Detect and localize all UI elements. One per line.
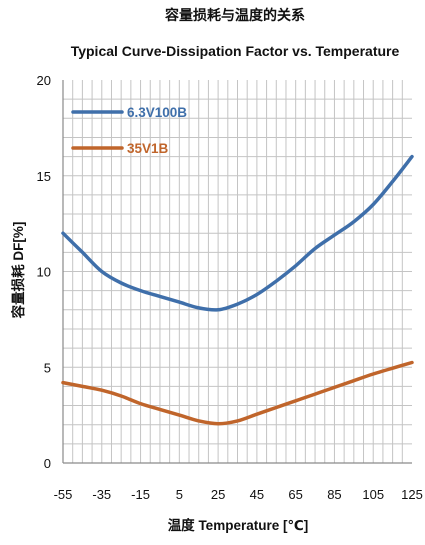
legend-label-1: 6.3V100B — [127, 105, 187, 120]
data-series — [61, 154, 414, 426]
x-tick-label: 105 — [362, 487, 384, 502]
x-tick-label: -55 — [54, 487, 73, 502]
y-axis-label: 容量损耗 DF[%] — [10, 222, 26, 320]
chart-title: 容量损耗与温度的关系 — [164, 7, 305, 23]
series-line-2 — [61, 360, 414, 426]
plot-grid — [63, 80, 412, 463]
x-tick-label: -15 — [131, 487, 150, 502]
x-tick-label: 25 — [211, 487, 225, 502]
y-tick-label: 20 — [37, 73, 51, 88]
y-tick-label: 10 — [37, 265, 51, 280]
x-tick-label: 85 — [327, 487, 341, 502]
x-tick-label: 125 — [401, 487, 423, 502]
chart-legend: 6.3V100B 35V1B — [71, 105, 187, 156]
x-axis-label: 温度 Temperature [℃] — [168, 517, 309, 533]
y-tick-label: 5 — [44, 360, 51, 375]
series-line-1 — [61, 154, 414, 312]
y-tick-label: 0 — [44, 456, 51, 471]
chart-subtitle: Typical Curve-Dissipation Factor vs. Tem… — [71, 43, 400, 59]
plot-axes — [62, 80, 412, 464]
x-tick-label: 45 — [250, 487, 264, 502]
x-tick-label: -35 — [92, 487, 111, 502]
tick-labels: 0 5 10 15 20 -55 -35 -15 5 25 45 65 85 105 125 — [37, 73, 423, 502]
x-tick-label: 5 — [176, 487, 183, 502]
x-tick-label: 65 — [288, 487, 302, 502]
legend-label-2: 35V1B — [127, 141, 169, 156]
y-tick-label: 15 — [37, 169, 51, 184]
